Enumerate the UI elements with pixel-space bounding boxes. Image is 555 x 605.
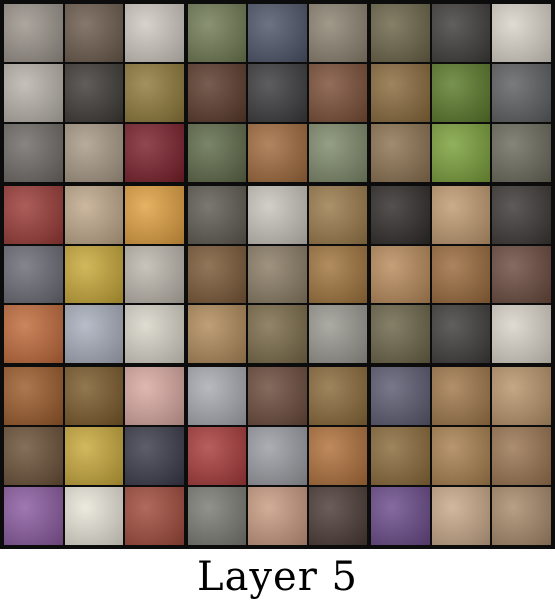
patch-strainer <box>125 63 184 122</box>
patch-pink-flower <box>125 367 184 426</box>
patch-woman-face <box>248 487 307 545</box>
patch-green-frog <box>431 123 491 182</box>
patch-gas-pump <box>4 305 63 364</box>
patch-car <box>187 487 247 545</box>
patch-bird-head <box>492 63 551 122</box>
patch-reptile-eye <box>371 4 430 62</box>
patch-brown-dog <box>308 245 368 304</box>
group-1 <box>4 4 184 182</box>
patch-small-dog <box>492 487 551 545</box>
patch-dingo <box>371 245 430 304</box>
group-4 <box>4 185 184 364</box>
patch-chihuahua <box>431 487 491 545</box>
patch-long-haired-dog <box>431 367 491 426</box>
patch-red-flower <box>125 487 184 545</box>
patch-bowl-of-nuts <box>64 123 124 182</box>
patch-horse <box>248 123 307 182</box>
patch-silver-car <box>187 367 247 426</box>
patch-small-dog <box>371 367 430 426</box>
patch-lattice-pattern <box>125 123 184 182</box>
patch-woman <box>248 367 307 426</box>
patch-label <box>125 245 184 304</box>
patch-white-dog <box>248 185 307 244</box>
patch-outdoor-scene <box>308 123 368 182</box>
image-mosaic <box>0 0 555 549</box>
patch-fox <box>431 185 491 244</box>
patch-dog <box>248 305 307 364</box>
patch-dog <box>187 305 247 364</box>
patch-woman-red-shirt <box>187 427 247 486</box>
group-8 <box>187 367 368 545</box>
patch-silver-car <box>248 427 307 486</box>
caption: Layer 5 <box>197 554 358 600</box>
patch-shop-sign <box>4 185 63 244</box>
patch-brown-dog <box>187 245 247 304</box>
patch-typewriter <box>64 4 124 62</box>
group-3 <box>371 4 551 182</box>
patch-cocker-spaniel <box>308 427 368 486</box>
patch-flower <box>4 427 63 486</box>
patch-terrier <box>371 427 430 486</box>
patch-iron-gate <box>492 185 551 244</box>
patch-reptile-eye <box>371 305 430 364</box>
patch-spiky-flower <box>4 367 63 426</box>
patch-typewriter-keys <box>64 63 124 122</box>
patch-sign <box>4 245 63 304</box>
patch-person <box>187 63 247 122</box>
patch-owl-face <box>371 123 430 182</box>
patch-sunflower-center <box>64 367 124 426</box>
patch-dog <box>308 63 368 122</box>
patch-wolf <box>248 245 307 304</box>
patch-terrier <box>492 427 551 486</box>
patch-spout <box>492 305 551 364</box>
patch-metal-basket <box>4 63 63 122</box>
group-2 <box>187 4 368 182</box>
patch-outdoor-scene <box>308 4 368 62</box>
patch-bottle <box>64 305 124 364</box>
group-9 <box>371 367 551 545</box>
patch-bird-eye <box>431 4 491 62</box>
group-6 <box>371 185 551 364</box>
patch-grater <box>4 4 63 62</box>
patch-animal-face <box>371 63 430 122</box>
patch-frog <box>431 63 491 122</box>
patch-grey-dog <box>308 305 368 364</box>
patch-dark-scene <box>371 185 430 244</box>
patch-jar-label <box>125 305 184 364</box>
patch-lizard <box>492 123 551 182</box>
patch-outdoor-scene <box>187 4 247 62</box>
patch-dark-flower <box>125 427 184 486</box>
patch-spout <box>492 4 551 62</box>
patch-terrier <box>492 367 551 426</box>
patch-typewriter-keys <box>125 4 184 62</box>
patch-metal-mesh <box>4 123 63 182</box>
patch-storefront-sign <box>64 185 124 244</box>
patch-people-standing <box>248 4 307 62</box>
patch-bird-eye <box>431 305 491 364</box>
patch-yellow-sign <box>64 245 124 304</box>
patch-man-face <box>248 63 307 122</box>
patch-sunflower <box>64 427 124 486</box>
patch-thistle <box>4 487 63 545</box>
group-7 <box>4 367 184 545</box>
patch-person-with-dog <box>187 123 247 182</box>
patch-dog-purple <box>371 487 430 545</box>
patch-t-shirt-logo <box>125 185 184 244</box>
patch-dog <box>308 367 368 426</box>
patch-woman-portrait <box>308 487 368 545</box>
patch-deer <box>431 245 491 304</box>
patch-fluffy-dog <box>431 427 491 486</box>
patch-daisy <box>64 487 124 545</box>
group-5 <box>187 185 368 364</box>
patch-dog <box>187 185 247 244</box>
patch-collie <box>308 185 368 244</box>
patch-hairless-dog <box>492 245 551 304</box>
